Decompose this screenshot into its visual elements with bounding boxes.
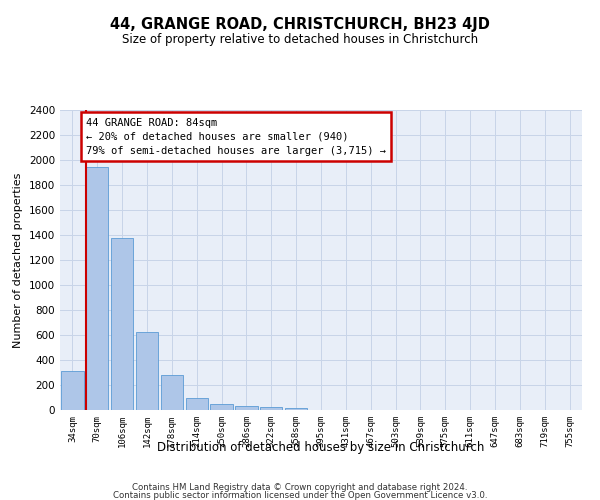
- Bar: [235, 406, 257, 410]
- Bar: [136, 332, 158, 410]
- Text: Contains HM Land Registry data © Crown copyright and database right 2024.: Contains HM Land Registry data © Crown c…: [132, 483, 468, 492]
- Bar: [260, 406, 283, 410]
- Text: Contains public sector information licensed under the Open Government Licence v3: Contains public sector information licen…: [113, 492, 487, 500]
- Text: 44, GRANGE ROAD, CHRISTCHURCH, BH23 4JD: 44, GRANGE ROAD, CHRISTCHURCH, BH23 4JD: [110, 18, 490, 32]
- Bar: [111, 238, 133, 410]
- Text: Size of property relative to detached houses in Christchurch: Size of property relative to detached ho…: [122, 32, 478, 46]
- Bar: [211, 404, 233, 410]
- Bar: [185, 398, 208, 410]
- Bar: [61, 370, 83, 410]
- Text: Distribution of detached houses by size in Christchurch: Distribution of detached houses by size …: [157, 441, 485, 454]
- Bar: [161, 375, 183, 410]
- Bar: [285, 408, 307, 410]
- Text: 44 GRANGE ROAD: 84sqm
← 20% of detached houses are smaller (940)
79% of semi-det: 44 GRANGE ROAD: 84sqm ← 20% of detached …: [86, 118, 386, 156]
- Y-axis label: Number of detached properties: Number of detached properties: [13, 172, 23, 348]
- Bar: [86, 167, 109, 410]
